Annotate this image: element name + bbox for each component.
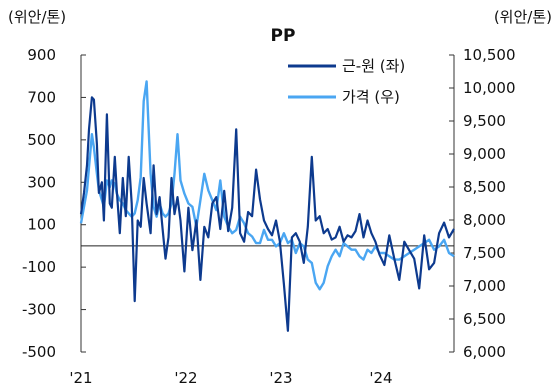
legend: 근-원 (좌) 가격 (우) [288,57,405,106]
right-tick-label: 10,000 [463,79,516,97]
right-tick-label: 10,500 [463,46,516,64]
right-tick-label: 9,500 [463,112,506,130]
left-axis-unit: (위안/톤) [8,8,66,26]
left-tick-label: -100 [22,258,56,276]
right-axis: 10,500 10,000 9,500 9,000 8,500 8,000 7,500 7,0… [449,46,516,361]
x-tick-label: '23 [269,369,292,387]
x-tick-label: '21 [69,369,92,387]
right-tick-label: 7,500 [463,244,506,262]
left-axis-ticks: 900 700 500 300 100 -100 -300 -500 [22,46,86,361]
x-tick-label: '24 [369,369,392,387]
right-axis-ticks: 10,500 10,000 9,500 9,000 8,500 8,000 7,500 7,0… [449,46,516,361]
right-tick-label: 6,000 [463,343,506,361]
right-tick-label: 8,500 [463,178,506,196]
x-tick-label: '22 [174,369,197,387]
series-layer [79,80,455,332]
left-tick-label: -300 [22,301,56,319]
right-tick-label: 9,000 [463,145,506,163]
left-tick-label: 700 [27,88,56,106]
left-tick-label: 500 [27,131,56,149]
right-tick-label: 8,000 [463,211,506,229]
left-tick-label: 900 [27,46,56,64]
right-axis-unit: (위안/톤) [494,8,552,26]
right-tick-label: 6,500 [463,310,506,328]
left-tick-label: -500 [22,343,56,361]
legend-label-price: 가격 (우) [342,88,400,106]
left-tick-label: 300 [27,173,56,191]
chart-title: PP [271,26,296,46]
left-axis: 900 700 500 300 100 -100 -300 -500 [22,46,86,361]
x-axis-ticks: '21 '22 '23 '24 [69,369,392,387]
series-line-spread [79,96,455,332]
left-tick-label: 100 [27,216,56,234]
right-tick-label: 7,000 [463,277,506,295]
legend-label-spread: 근-원 (좌) [342,57,405,75]
